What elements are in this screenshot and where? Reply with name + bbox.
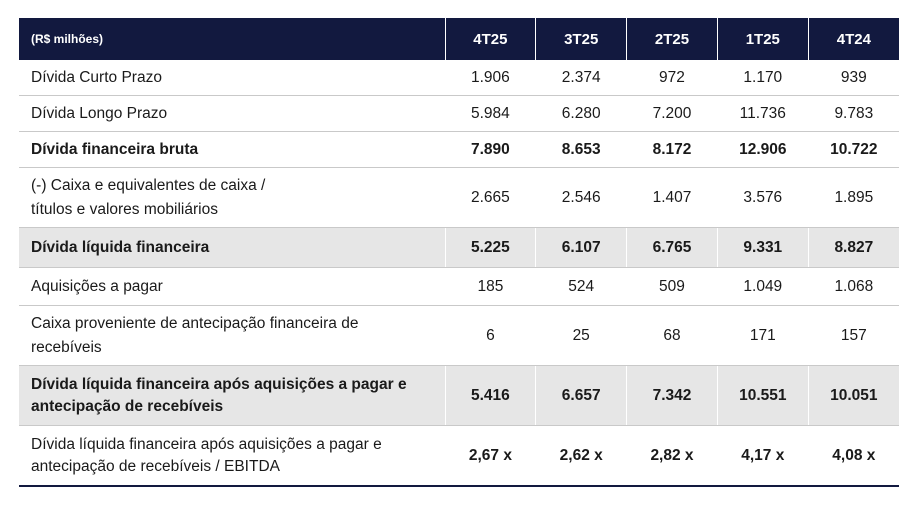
cell-value: 509	[626, 267, 718, 306]
cell-value: 8.653	[535, 131, 627, 168]
row-label: Dívida líquida financeira após aquisiçõe…	[19, 365, 445, 426]
cell-value: 1.049	[716, 267, 809, 306]
row-label: Dívida Longo Prazo	[19, 95, 445, 132]
cell-value: 2,62 x	[535, 425, 627, 487]
row-label: Dívida líquida financeira	[19, 227, 445, 268]
header-period-3t25: 3T25	[535, 18, 627, 60]
cell-value: 1.068	[807, 267, 899, 306]
header-period-1t25: 1T25	[716, 18, 809, 60]
cell-value: 11.736	[716, 95, 809, 132]
header-period-4t25: 4T25	[444, 18, 536, 60]
cell-value: 2,82 x	[626, 425, 718, 487]
row-label-line: títulos e valores mobiliários	[31, 200, 218, 218]
row-label-line: Dívida líquida financeira após aquisiçõe…	[31, 435, 382, 453]
row-label-line: (-) Caixa e equivalentes de caixa /	[31, 176, 266, 194]
row-label: Dívida líquida financeira após aquisiçõe…	[19, 425, 445, 487]
cell-value: 10.051	[807, 365, 899, 426]
cell-value: 68	[626, 305, 718, 366]
table-row-highlight: Dívida líquida financeira 5.225 6.107 6.…	[19, 227, 899, 268]
header-period-4t24: 4T24	[807, 18, 899, 60]
row-label-line: Caixa proveniente de antecipação finance…	[31, 314, 359, 332]
cell-value: 7.342	[626, 365, 718, 426]
cell-value: 2.546	[535, 167, 627, 228]
header-period-2t25: 2T25	[626, 18, 718, 60]
cell-value: 6.280	[535, 95, 627, 132]
cell-value: 8.172	[626, 131, 718, 168]
row-label-line: Dívida líquida financeira após aquisiçõe…	[31, 375, 407, 393]
cell-value: 5.416	[444, 365, 536, 426]
cell-value: 7.200	[626, 95, 718, 132]
cell-value: 7.890	[444, 131, 536, 168]
table-header-row: (R$ milhões) 4T25 3T25 2T25 1T25 4T24	[19, 18, 899, 60]
row-label: Dívida Curto Prazo	[19, 60, 445, 96]
cell-value: 2.374	[535, 60, 627, 96]
row-label: (-) Caixa e equivalentes de caixa / títu…	[19, 167, 445, 228]
cell-value: 6.107	[535, 227, 627, 268]
cell-value: 9.331	[716, 227, 809, 268]
table-row: Caixa proveniente de antecipação finance…	[19, 305, 899, 366]
cell-value: 939	[807, 60, 899, 96]
cell-value: 1.407	[626, 167, 718, 228]
table-row-total: Dívida financeira bruta 7.890 8.653 8.17…	[19, 131, 899, 168]
row-label: Aquisições a pagar	[19, 267, 445, 306]
cell-value: 6.765	[626, 227, 718, 268]
table-row-ratio: Dívida líquida financeira após aquisiçõe…	[19, 425, 899, 487]
cell-value: 4,08 x	[807, 425, 899, 487]
cell-value: 1.170	[716, 60, 809, 96]
table-row: Dívida Longo Prazo 5.984 6.280 7.200 11.…	[19, 95, 899, 132]
cell-value: 1.906	[444, 60, 536, 96]
cell-value: 157	[807, 305, 899, 366]
row-label: Caixa proveniente de antecipação finance…	[19, 305, 445, 366]
row-label-line: antecipação de recebíveis / EBITDA	[31, 457, 280, 475]
cell-value: 2,67 x	[444, 425, 536, 487]
cell-value: 5.225	[444, 227, 536, 268]
cell-value: 9.783	[807, 95, 899, 132]
table-row: Dívida Curto Prazo 1.906 2.374 972 1.170…	[19, 60, 899, 96]
cell-value: 185	[444, 267, 536, 306]
cell-value: 10.551	[716, 365, 809, 426]
header-unit-label: (R$ milhões)	[19, 18, 445, 60]
row-label: Dívida financeira bruta	[19, 131, 445, 168]
table-row: (-) Caixa e equivalentes de caixa / títu…	[19, 167, 899, 228]
cell-value: 10.722	[807, 131, 899, 168]
cell-value: 6.657	[535, 365, 627, 426]
table-row-highlight: Dívida líquida financeira após aquisiçõe…	[19, 365, 899, 426]
cell-value: 6	[444, 305, 536, 366]
cell-value: 8.827	[807, 227, 899, 268]
cell-value: 25	[535, 305, 627, 366]
cell-value: 5.984	[444, 95, 536, 132]
cell-value: 2.665	[444, 167, 536, 228]
cell-value: 1.895	[807, 167, 899, 228]
cell-value: 171	[716, 305, 809, 366]
table-row: Aquisições a pagar 185 524 509 1.049 1.0…	[19, 267, 899, 306]
debt-table: (R$ milhões) 4T25 3T25 2T25 1T25 4T24 Dí…	[19, 18, 899, 487]
row-label-line: antecipação de recebíveis	[31, 397, 224, 415]
cell-value: 4,17 x	[716, 425, 809, 487]
cell-value: 524	[535, 267, 627, 306]
cell-value: 3.576	[716, 167, 809, 228]
cell-value: 972	[626, 60, 718, 96]
row-label-line: recebíveis	[31, 338, 102, 356]
cell-value: 12.906	[716, 131, 809, 168]
financial-table-container: (R$ milhões) 4T25 3T25 2T25 1T25 4T24 Dí…	[19, 18, 899, 487]
